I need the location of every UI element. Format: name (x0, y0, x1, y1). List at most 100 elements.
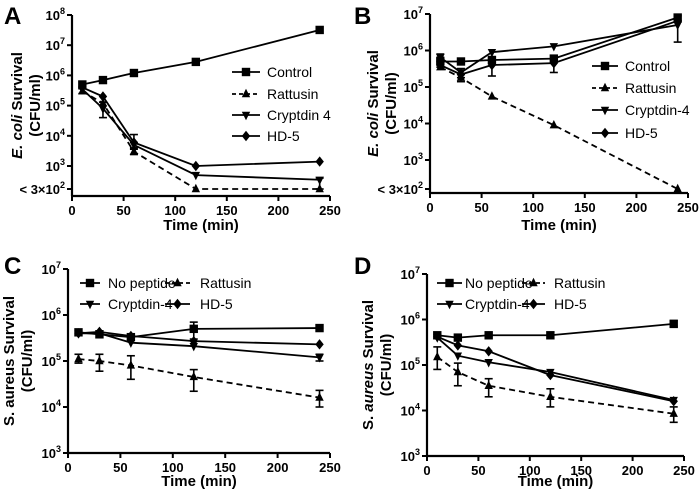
data-point (315, 323, 324, 333)
y-tick-exponent: 5 (60, 97, 65, 107)
y-tick-label: 103 (46, 157, 65, 174)
y-tick-label: 103 (401, 447, 420, 464)
y-tick-exponent: 6 (56, 306, 61, 316)
x-tick-label: 250 (319, 203, 341, 218)
data-point (315, 25, 324, 35)
data-point (98, 105, 108, 114)
y-tick-exponent: 7 (56, 260, 61, 270)
series-line (78, 358, 320, 399)
legend-item: Rattusin (232, 86, 318, 102)
data-point (191, 171, 201, 181)
y-tick-label: 106 (42, 306, 61, 323)
y-tick-exponent: 2 (418, 180, 423, 190)
triangle-down-marker-icon (241, 111, 251, 121)
diamond-marker-icon (173, 298, 182, 310)
legend-item: Cryptdin-4 (592, 102, 690, 118)
y-axis-label-part: S. (360, 412, 377, 430)
legend-item: Rattusin (592, 80, 676, 96)
y-tick-label: 103 (404, 151, 423, 168)
y-tick-exponent: 3 (415, 447, 420, 457)
x-tick-label: 100 (522, 200, 544, 215)
data-point (98, 91, 108, 102)
legend-label: Cryptdin 4 (267, 107, 331, 123)
square-marker-icon (241, 67, 251, 77)
legend-label: No peptide (465, 275, 533, 291)
y-tick-exponent: 5 (418, 78, 423, 88)
y-axis-label-part: Survival (360, 300, 377, 363)
y-tick-base: 10 (404, 7, 418, 22)
x-tick-label: 0 (64, 460, 71, 475)
data-point (546, 331, 555, 340)
data-point (191, 160, 201, 172)
y-axis-label-part: (CFU/ml) (27, 74, 44, 137)
series-line (437, 323, 674, 339)
series-line (439, 66, 679, 190)
legend-label: Control (267, 64, 312, 80)
y-tick-base: 10 (42, 446, 56, 461)
data-point (453, 352, 463, 361)
y-tick-exponent: 6 (418, 42, 423, 52)
y-tick-label: 107 (401, 265, 420, 282)
x-tick-label: 200 (622, 463, 644, 478)
y-tick-label: 108 (46, 6, 65, 23)
y-tick-base: 10 (401, 449, 415, 464)
y-tick-exponent: 3 (56, 444, 61, 454)
diamond-marker-icon (600, 127, 610, 139)
x-axis-label: Time (min) (163, 217, 239, 234)
y-axis-label: S. aureus Survival (360, 300, 377, 430)
x-tick-label: 200 (626, 200, 648, 215)
panel-letter: D (354, 253, 371, 280)
x-tick-label: 100 (164, 203, 186, 218)
data-point (436, 59, 445, 71)
x-axis-label: Time (min) (161, 473, 237, 490)
triangle-down-marker-icon (600, 106, 610, 116)
legend-label: HD-5 (625, 125, 658, 141)
y-tick-exponent: 5 (56, 352, 61, 362)
legend-label: No peptide (108, 275, 176, 291)
legend-item: Rattusin (165, 275, 251, 291)
series-line (78, 332, 320, 359)
y-tick-base: 10 (401, 313, 415, 328)
y-tick-label: 106 (401, 311, 420, 328)
data-point (95, 355, 104, 365)
triangle-down-marker-icon (445, 300, 454, 310)
panel-letter: B (354, 3, 371, 30)
legend-item: HD-5 (232, 128, 300, 144)
data-point (315, 156, 324, 167)
diamond-marker-icon (529, 298, 538, 310)
y-tick-exponent: 4 (415, 402, 420, 412)
legend-label: Cryptdin-4 (625, 102, 690, 118)
series-no-peptide (74, 321, 324, 342)
data-point (453, 340, 463, 351)
series-line (78, 327, 320, 339)
data-point (453, 333, 463, 342)
y-axis-label-part: E. coli (365, 112, 382, 157)
series-hd-5 (436, 15, 682, 80)
data-point (189, 335, 198, 347)
data-point (129, 146, 139, 155)
y-tick-base: 10 (404, 153, 418, 168)
legend-label: HD-5 (554, 296, 587, 312)
y-tick-label: 105 (42, 352, 61, 369)
triangle-up-marker-icon (173, 277, 182, 287)
diamond-marker-icon (241, 130, 251, 142)
panel-letter: C (4, 253, 21, 280)
y-axis-label-part: (CFU/ml) (19, 330, 36, 393)
y-tick-exponent: 7 (415, 265, 420, 275)
y-axis-label: E. coli Survival (365, 50, 382, 157)
legend-item: Rattusin (522, 275, 605, 291)
data-point (546, 391, 555, 401)
data-point (487, 91, 497, 100)
y-tick-label: 105 (401, 356, 420, 373)
series-hd-5 (78, 82, 324, 172)
data-point (673, 183, 682, 193)
x-tick-label: 250 (673, 463, 695, 478)
y-tick-label: 107 (42, 260, 61, 277)
y-tick-base: 10 (46, 68, 60, 83)
series-rattusin (74, 353, 324, 408)
legend-label: Rattusin (554, 275, 605, 291)
data-point (487, 59, 497, 71)
